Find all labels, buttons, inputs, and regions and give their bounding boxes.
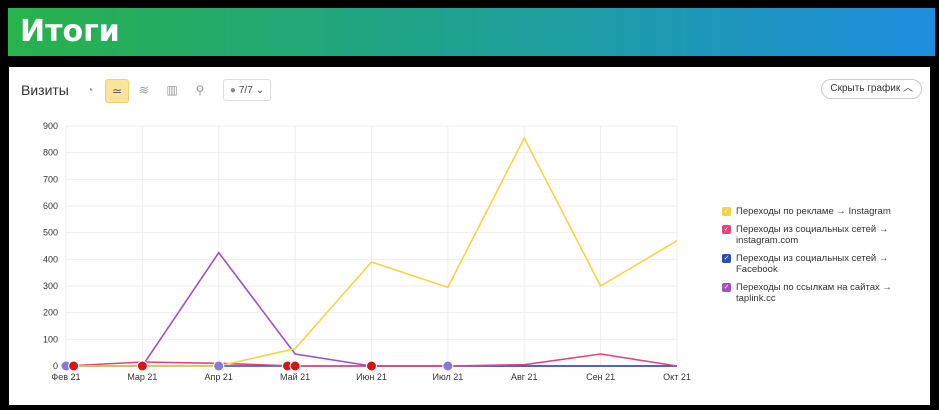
x-tick-label: Сен 21 <box>586 372 615 382</box>
checkbox-icon[interactable]: ✓ <box>722 225 731 234</box>
x-tick-label: Мар 21 <box>127 372 157 382</box>
legend: ✓ Переходы по рекламе → Instagram ✓ Переход… <box>722 206 902 311</box>
chart-panel: Визиты ◔ ≃ ≋ ▥ ⚲ ● 7/7 ⌄ Скрыть график ︿ ✓… <box>9 67 930 405</box>
y-tick-label: 100 <box>43 334 58 344</box>
legend-label: Переходы из социальных сетей → Facebook <box>736 253 889 275</box>
bar-icon[interactable]: ▥ <box>166 83 178 97</box>
y-tick-label: 600 <box>43 201 58 211</box>
hide-chart-button[interactable]: Скрыть график ︿ <box>821 79 922 99</box>
map-pin-icon[interactable]: ⚲ <box>195 83 205 97</box>
legend-item[interactable]: ✓ Переходы по ссылкам на сайтах → taplink… <box>722 282 902 304</box>
chart-title: Визиты <box>21 82 69 98</box>
y-tick-label: 900 <box>43 121 58 131</box>
x-tick-label: Фев 21 <box>51 372 80 382</box>
y-tick-label: 300 <box>43 281 58 291</box>
annotation-marker <box>289 360 301 372</box>
notes-count: 7/7 <box>238 84 253 96</box>
legend-item[interactable]: ✓ Переходы из социальных сетей → instagra… <box>722 224 902 246</box>
x-tick-label: Окт 21 <box>663 372 691 382</box>
checkbox-icon[interactable]: ✓ <box>722 254 731 263</box>
x-tick-label: Апр 21 <box>205 372 233 382</box>
notes-dropdown[interactable]: ● 7/7 ⌄ <box>223 79 271 101</box>
legend-item[interactable]: ✓ Переходы из социальных сетей → Facebook <box>722 253 902 275</box>
y-tick-label: 200 <box>43 308 58 318</box>
legend-item[interactable]: ✓ Переходы по рекламе → Instagram <box>722 206 902 217</box>
checkbox-icon[interactable]: ✓ <box>722 283 731 292</box>
header-banner: Итоги <box>8 8 935 56</box>
area-icon[interactable]: ≋ <box>138 83 150 97</box>
y-tick-label: 0 <box>53 361 58 371</box>
y-tick-label: 800 <box>43 148 58 158</box>
y-tick-label: 400 <box>43 254 58 264</box>
x-tick-label: Авг 21 <box>511 372 538 382</box>
annotation-marker <box>136 360 148 372</box>
x-tick-label: Июл 21 <box>432 372 463 382</box>
checkbox-icon[interactable]: ✓ <box>722 207 731 216</box>
x-tick-label: Июн 21 <box>356 372 387 382</box>
y-tick-label: 500 <box>43 228 58 238</box>
comment-icon: ● <box>229 84 236 96</box>
x-tick-label: Май 21 <box>280 372 310 382</box>
annotation-marker <box>213 360 225 372</box>
legend-label: Переходы из социальных сетей → instagram… <box>736 224 889 246</box>
annotation-marker <box>366 360 377 372</box>
page-title: Итоги <box>20 14 120 49</box>
legend-label: Переходы по рекламе → Instagram <box>736 206 891 217</box>
line-chart-icon[interactable]: ≃ <box>105 79 129 103</box>
chevron-down-icon: ⌄ <box>255 84 265 96</box>
y-tick-label: 700 <box>43 174 58 184</box>
pie-icon[interactable]: ◔ <box>86 83 94 97</box>
series-line <box>66 136 678 367</box>
annotation-marker <box>442 360 454 372</box>
legend-label: Переходы по ссылкам на сайтах → taplink.… <box>736 282 892 304</box>
annotation-marker <box>68 360 80 372</box>
